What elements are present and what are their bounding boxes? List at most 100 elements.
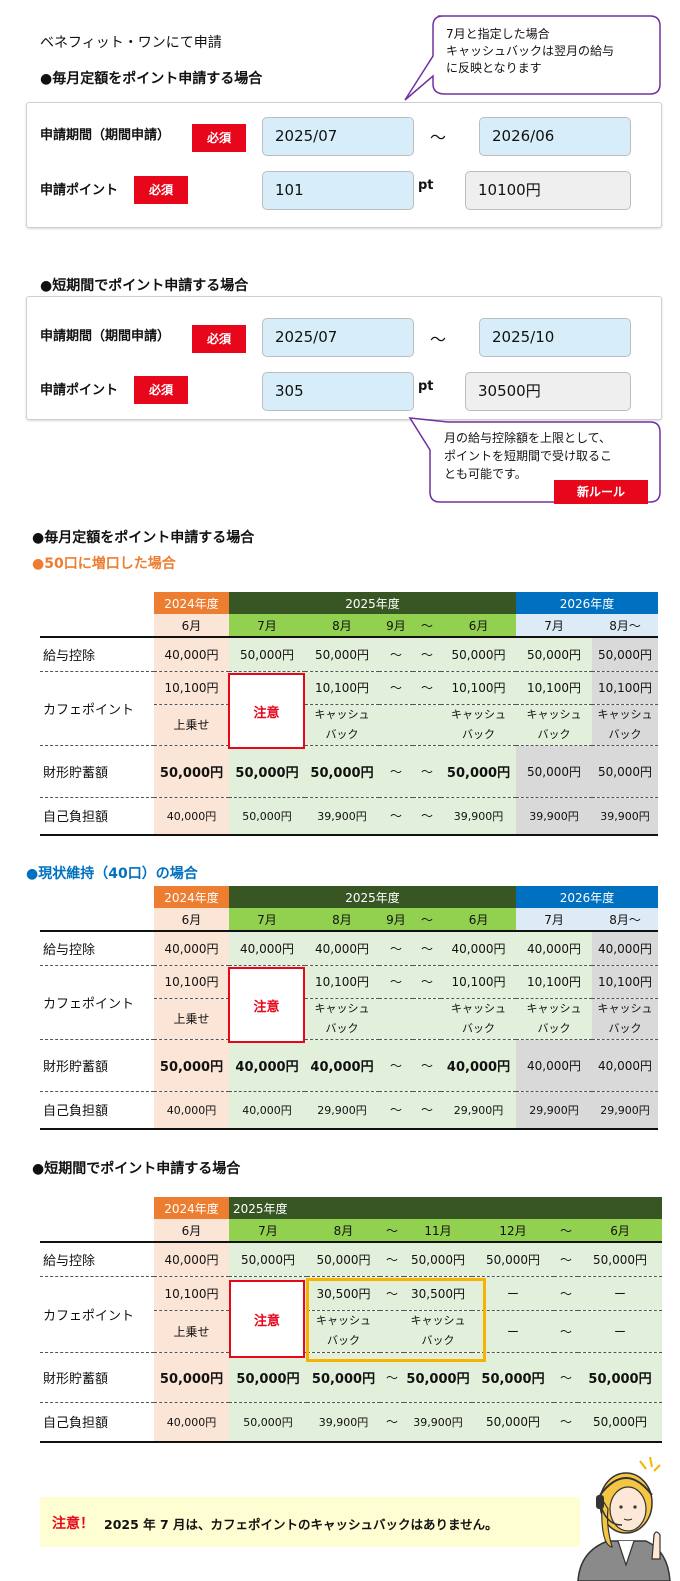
t2-cell: ～ [379, 965, 413, 999]
t2-cell: ～ [413, 965, 441, 999]
t2-cell: バック [462, 1021, 495, 1035]
t1-cell: 50,000円 [516, 745, 593, 798]
t2-cell: 40,000円 [441, 930, 517, 966]
t1-cell: 10,100円 [154, 671, 229, 705]
t3-heading: ●短期間でポイント申請する場合 [32, 1161, 241, 1177]
t1-cell: 上乗せ [154, 704, 229, 746]
t1-cell: バック [537, 727, 571, 741]
t3-cell: ～ [380, 1241, 404, 1277]
schedule-table-2: 2024年度 2025年度 2026年度 6月 7月 8月 9月 ～ 6月 7月… [40, 886, 659, 1130]
bubble-2-line-2: ポイントを短期間で受け取るこ [444, 449, 613, 463]
t1-cell: 50,000円 [592, 636, 659, 672]
t1-year-2025: 2025年度 [229, 592, 517, 614]
form1-tilde: ～ [430, 128, 447, 147]
t2-cell: ～ [379, 930, 413, 966]
form1-period-label: 申請期間（期間申請） [40, 128, 171, 143]
t3-cell: 30,500円 [404, 1276, 472, 1311]
t2-cell: バック [325, 1021, 359, 1035]
t2-row-label-saving: 財形貯蓄額 [40, 1039, 154, 1092]
t3-cell: ～ [554, 1241, 578, 1277]
t3-cell: バック [327, 1334, 360, 1347]
t1-month: 7月 [516, 614, 593, 637]
t2-cell: ～ [379, 1039, 413, 1092]
t1-cell: 10,100円 [516, 671, 593, 705]
form2-points-label: 申請ポイント [40, 383, 119, 398]
t3-cell: 50,000円 [578, 1402, 663, 1443]
t3-cell: キャッシュ [316, 1314, 371, 1327]
t3-cell: キャッシュ [410, 1314, 466, 1327]
t1-cell: 50,000円 [441, 745, 517, 798]
t2-month: 6月 [154, 908, 229, 931]
t1-cell: 10,100円 [592, 671, 659, 705]
t2-year-2024: 2024年度 [154, 886, 229, 908]
t2-month: 6月 [441, 908, 517, 931]
t2-month: 7月 [229, 908, 305, 931]
t3-cell: ～ [554, 1352, 578, 1403]
t2-heading: ●現状維持（40口）の場合 [26, 866, 198, 882]
t2-month: 7月 [516, 908, 593, 931]
t1-cell: 39,900円 [305, 797, 379, 836]
t2-cell: 10,100円 [592, 965, 659, 999]
t2-cell: 10,100円 [516, 965, 593, 999]
form2-tilde: ～ [430, 330, 447, 349]
t3-cell: 10,100円 [154, 1276, 229, 1311]
t3-cell: ー [578, 1310, 663, 1353]
t2-cell: 40,000円 [305, 930, 379, 966]
form1-start-input[interactable]: 2025/07 [262, 117, 414, 156]
section-heading: ●毎月定額をポイント申請する場合 [32, 530, 255, 546]
t1-cell: ～ [379, 671, 413, 705]
t3-cell: 50,000円 [578, 1352, 663, 1403]
t3-month: 7月 [229, 1219, 307, 1242]
form2-period-required-badge: 必須 [192, 325, 246, 353]
t3-cell: 上乗せ [154, 1310, 229, 1353]
t3-cell: 50,000円 [229, 1352, 307, 1403]
t1-cell: 50,000円 [229, 797, 305, 836]
t2-cell: 50,000円 [154, 1039, 229, 1092]
t3-cell: ～ [380, 1402, 404, 1443]
t3-cell: 40,000円 [154, 1241, 229, 1277]
t2-cell: 10,100円 [154, 965, 229, 999]
t1-cell: キャッシュ [597, 707, 653, 721]
t3-month: 11月 [404, 1219, 472, 1242]
t3-month: 12月 [472, 1219, 554, 1242]
t2-cell: 29,900円 [516, 1091, 593, 1130]
t1-heading: ●50口に増口した場合 [32, 556, 176, 572]
form1-end-input[interactable]: 2026/06 [479, 117, 631, 156]
t3-month: 8月 [307, 1219, 380, 1242]
t2-cell: 40,000円 [516, 930, 593, 966]
t2-cell: 40,000円 [592, 1039, 659, 1092]
t3-cell: 50,000円 [472, 1402, 554, 1443]
t2-cell: 10,100円 [441, 965, 517, 999]
t2-cell: 上乗せ [154, 998, 229, 1040]
t3-cell: 40,000円 [154, 1402, 229, 1443]
t3-row-label-salary: 給与控除 [40, 1241, 154, 1277]
t1-cell: 39,900円 [592, 797, 659, 836]
t2-cell: バック [537, 1021, 571, 1035]
form1-points-input[interactable]: 101 [262, 171, 414, 210]
t1-row-label-cafe: カフェポイント [40, 671, 154, 746]
t1-cell: キャッシュ [526, 707, 582, 721]
t1-cell: 50,000円 [441, 636, 517, 672]
t1-cell: 39,900円 [516, 797, 593, 836]
form2-end-input[interactable]: 2025/10 [479, 318, 631, 357]
t1-month: 8月 [305, 614, 379, 637]
footer-note: 注意！ 2025 年 7 月は、カフェポイントのキャッシュバックはありません。 [40, 1497, 580, 1547]
t2-cell: ～ [413, 1039, 441, 1092]
t1-cell: 50,000円 [305, 745, 379, 798]
t1-cell: 50,000円 [305, 636, 379, 672]
t3-cell: ー [578, 1276, 663, 1311]
t2-month: 9月 [379, 908, 413, 931]
t3-cell: ～ [380, 1276, 404, 1311]
t1-cell: キャッシュ [451, 707, 506, 721]
t1-year-2026: 2026年度 [516, 592, 659, 614]
t2-cell: 29,900円 [592, 1091, 659, 1130]
t2-cell: 40,000円 [516, 1039, 593, 1092]
t3-cell: 39,900円 [404, 1402, 472, 1443]
footer-note-prefix: 注意！ [52, 1516, 94, 1532]
t1-month: 9月 [379, 614, 413, 637]
form2-start-input[interactable]: 2025/07 [262, 318, 414, 357]
t1-cell: ～ [379, 745, 413, 798]
t2-cell: ～ [413, 1091, 441, 1130]
form2-pt-unit: pt [418, 379, 434, 394]
form2-points-input[interactable]: 305 [262, 372, 414, 411]
